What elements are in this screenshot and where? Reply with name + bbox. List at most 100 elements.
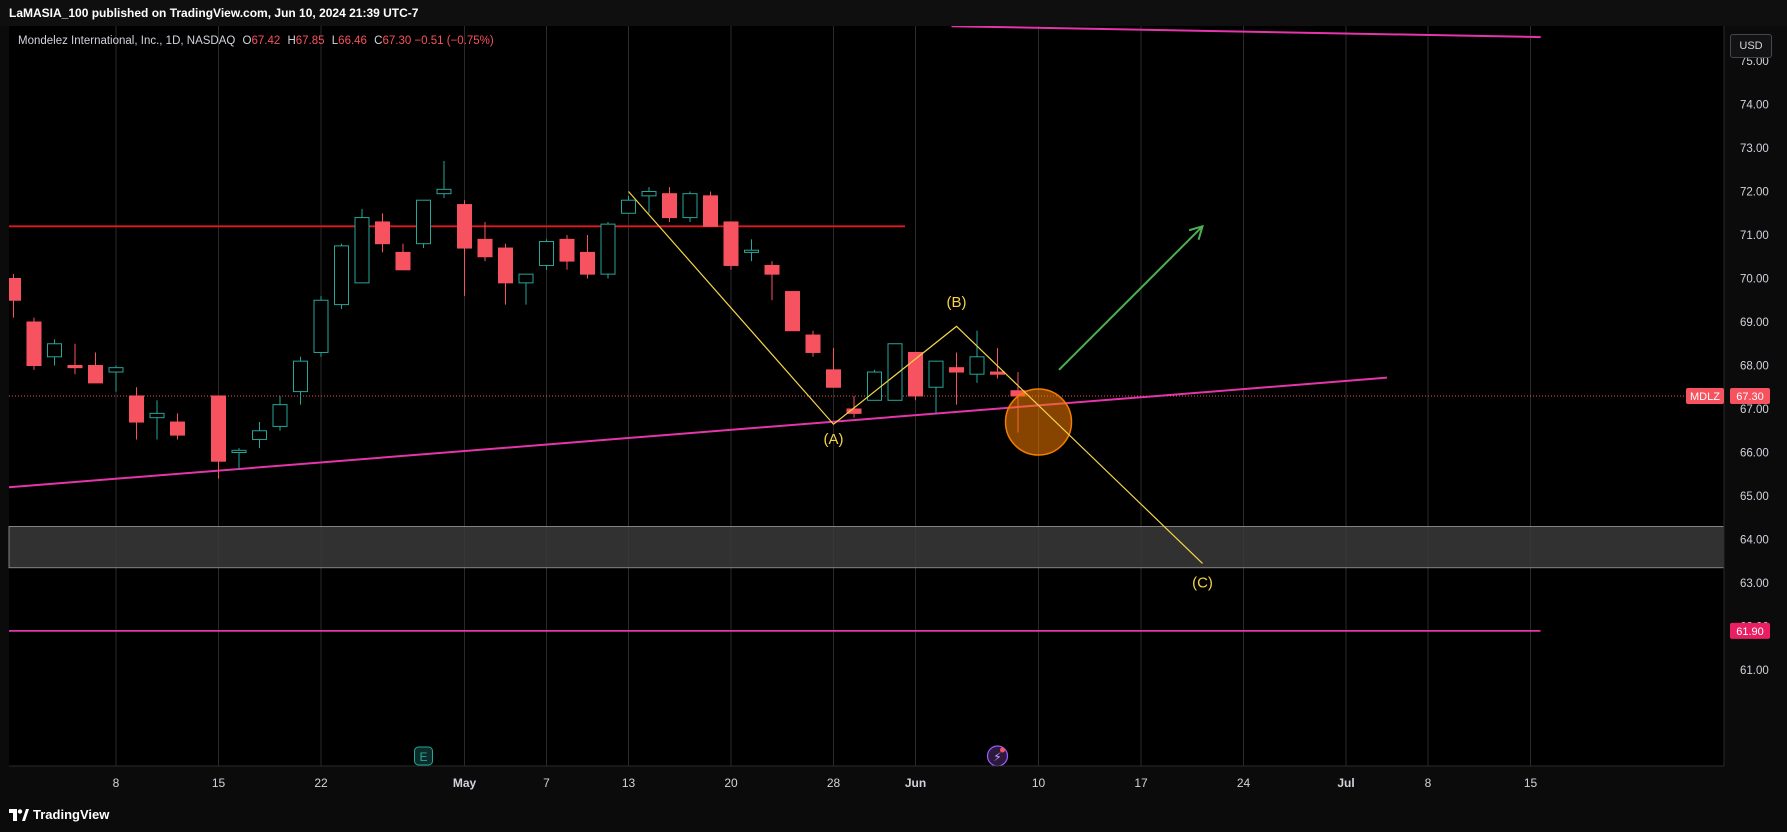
candle (805, 330, 821, 357)
candle-body (149, 412, 165, 419)
candle-body (313, 299, 329, 353)
candle-body (641, 191, 657, 197)
highlight-circle (1004, 388, 1073, 456)
time-tick-label: 22 (314, 776, 328, 790)
time-tick-label: 13 (622, 776, 636, 790)
candle (375, 213, 390, 253)
price-tick-label: 70.00 (1740, 274, 1769, 286)
footer (0, 800, 1787, 832)
candle (395, 243, 411, 271)
candle (47, 339, 62, 366)
legend-change: −0.51 (−0.75%) (414, 35, 494, 47)
candle (580, 235, 595, 279)
candle-body (764, 264, 780, 275)
event-marker-text: ⚡ (993, 750, 1001, 764)
plot-layer (9, 26, 1724, 632)
candle (9, 274, 21, 318)
time-tick-label: 20 (724, 776, 738, 790)
price-tick-label: 61.00 (1740, 665, 1769, 677)
legend-close-label: C (374, 35, 383, 47)
candle-body (129, 395, 144, 423)
legend-high: 67.85 (295, 35, 325, 47)
candle-body (703, 195, 718, 227)
candle (662, 187, 677, 222)
price-chart[interactable]: (A) (B) (C) E ⚡ 75.00 74.00 73.00 72.00 71.00 70.0… (0, 0, 1787, 800)
candle-body (354, 217, 370, 284)
candle (293, 356, 308, 405)
candle (170, 413, 185, 440)
price-tick-label: 64.00 (1740, 535, 1769, 547)
legend-high-label: H (287, 35, 296, 47)
candle (990, 348, 1005, 379)
candle (949, 352, 964, 405)
candle-body (826, 369, 841, 388)
tradingview-brand: TradingView (33, 807, 110, 822)
candle-body (457, 204, 472, 249)
candle-body (88, 365, 103, 384)
time-tick-label: May (453, 776, 477, 790)
publish-note: LaMASIA_100 published on TradingView.com… (9, 6, 419, 20)
candle-body (211, 395, 226, 462)
candle (457, 200, 472, 296)
candle (26, 317, 42, 370)
candle (334, 243, 349, 309)
legend-low: 66.46 (338, 35, 367, 47)
candle-body (805, 334, 821, 353)
candle (764, 261, 780, 301)
candle-body (559, 238, 575, 262)
upper-line-trendline (951, 26, 1541, 39)
currency-button[interactable]: USD (1730, 34, 1772, 58)
candle-body (662, 193, 677, 219)
candle-body (518, 273, 534, 284)
support-price-tag (1730, 622, 1770, 639)
candle-body (272, 404, 288, 427)
price-tick-label: 65.00 (1740, 491, 1769, 503)
candle (641, 187, 657, 214)
time-tick-label: 15 (212, 776, 226, 790)
candle (887, 343, 903, 401)
price-tick-label: 68.00 (1740, 361, 1769, 373)
price-tick-label: 71.00 (1740, 230, 1769, 242)
legend-open: 67.42 (251, 35, 281, 47)
candle-body (47, 343, 62, 358)
candle-body (334, 245, 349, 306)
price-tick-label: 67.00 (1740, 404, 1769, 416)
time-tick-label: Jul (1337, 776, 1354, 790)
earnings-marker-text: E (419, 750, 427, 764)
candle (313, 295, 329, 357)
tradingview-logo[interactable]: TradingView (9, 807, 109, 822)
candle-body (887, 343, 903, 401)
support-zone (8, 526, 1725, 569)
candle (846, 395, 862, 418)
candle-body (170, 421, 185, 436)
candle (67, 343, 83, 375)
candle (498, 243, 513, 305)
legend-close: 67.30 (382, 35, 412, 47)
candle (129, 387, 144, 440)
candle (682, 191, 698, 222)
candle (723, 221, 739, 270)
price-tick-label: 66.00 (1740, 448, 1769, 460)
candle-body (67, 365, 83, 369)
legend-open-label: O (242, 35, 252, 47)
last-price-tag-text: 67.30 (1736, 391, 1764, 403)
candle-body (908, 351, 923, 397)
tradingview-logo-icon (9, 808, 29, 821)
candle (621, 195, 636, 214)
symbol-price-tag (1686, 387, 1724, 404)
candle (354, 208, 370, 284)
price-tick-label: 63.00 (1740, 578, 1769, 590)
time-tick-label: 10 (1032, 776, 1046, 790)
candle (826, 348, 841, 388)
candle (416, 199, 431, 249)
publish-bar: LaMASIA_100 published on TradingView.com… (0, 0, 1787, 26)
wave-label: (C) (1192, 574, 1213, 591)
candle-body (744, 249, 759, 253)
time-tick-label: 17 (1134, 776, 1148, 790)
wave-label: (A) (824, 431, 844, 448)
symbol-price-tag-text: MDLZ (1690, 391, 1720, 403)
candle-body (9, 278, 21, 301)
candle (252, 422, 267, 449)
candle-body (252, 430, 267, 440)
